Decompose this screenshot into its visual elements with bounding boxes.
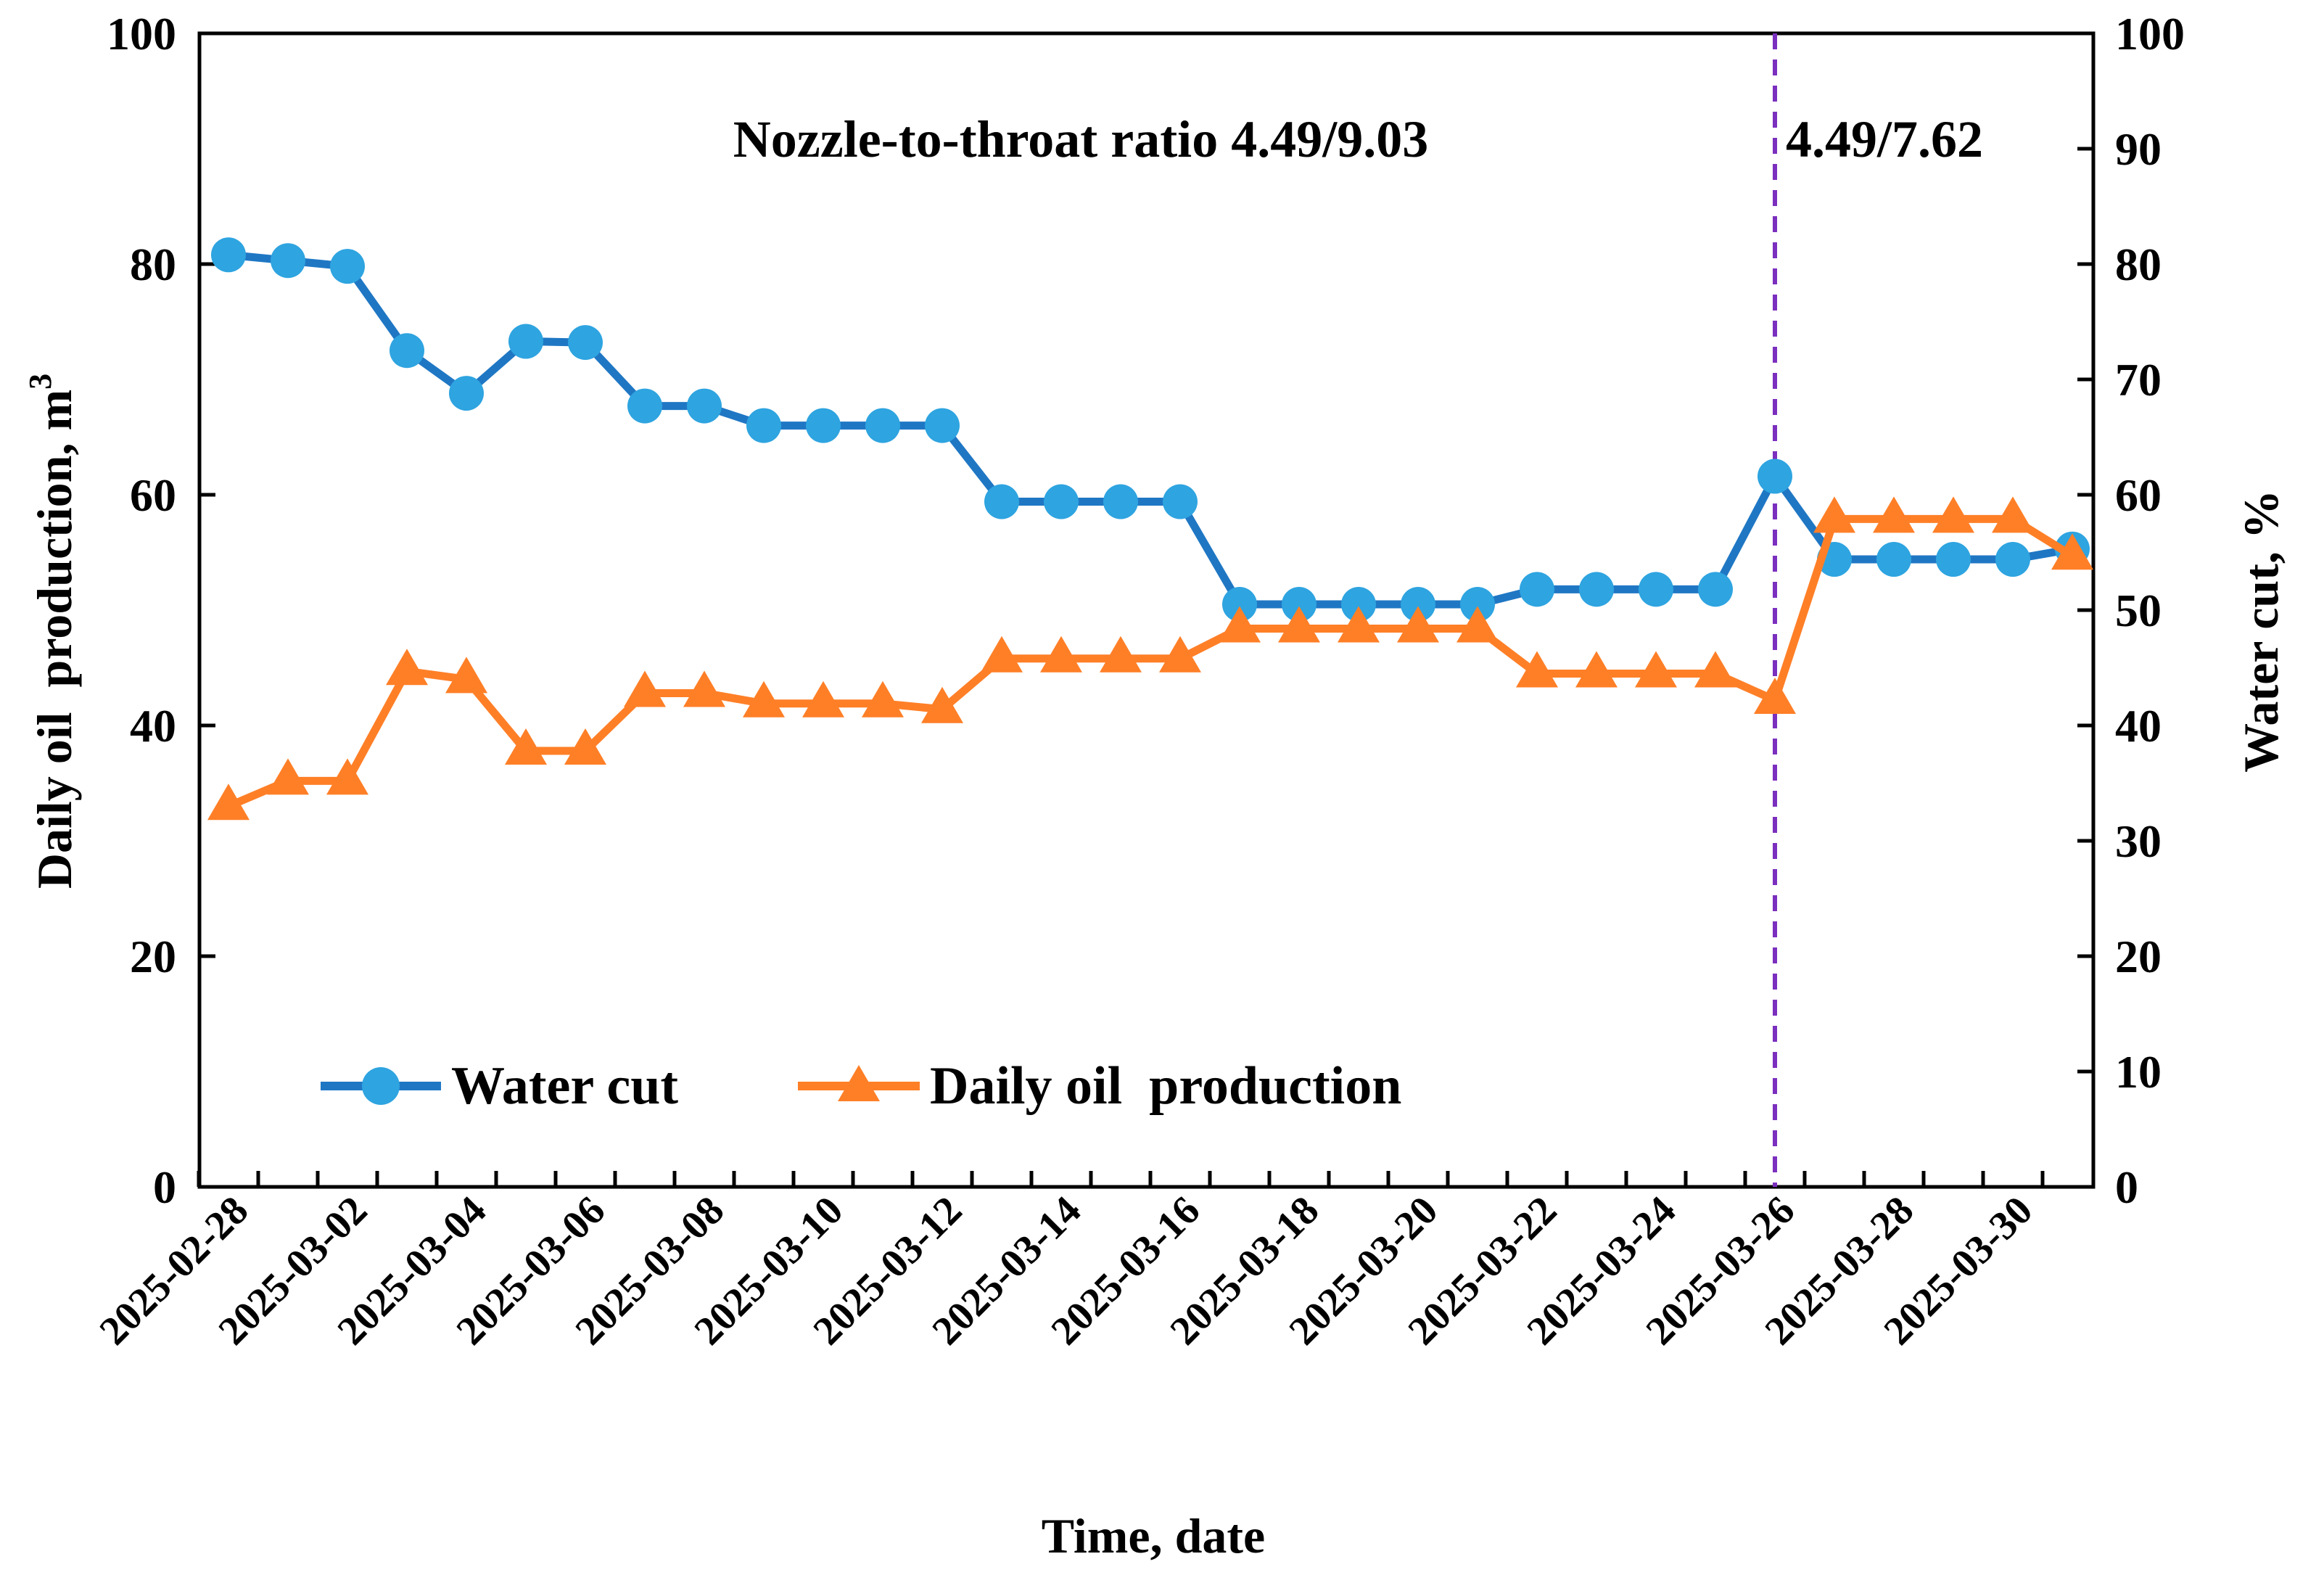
left-axis-title-superscript: 3 bbox=[22, 374, 58, 390]
series-layer bbox=[207, 237, 2093, 821]
water-cut-point bbox=[1579, 572, 1614, 607]
x-axis: 2025-02-282025-03-022025-03-042025-03-06… bbox=[91, 1171, 2045, 1354]
right-tick-label: 100 bbox=[2115, 8, 2185, 59]
left-axis-title-main: Daily oil production, m bbox=[27, 390, 82, 889]
daily-oil-point bbox=[1992, 496, 2034, 533]
legend: Water cut Daily oil production bbox=[321, 1056, 1401, 1116]
daily-oil-point bbox=[1397, 606, 1439, 643]
water-cut-point bbox=[1876, 542, 1911, 577]
right-tick-label: 60 bbox=[2115, 469, 2162, 521]
left-axis-title: Daily oil production, m3 bbox=[22, 374, 82, 889]
daily-oil-point bbox=[2051, 533, 2093, 570]
right-tick-label: 0 bbox=[2115, 1161, 2138, 1213]
water-cut-point bbox=[1222, 587, 1257, 622]
left-tick-label: 40 bbox=[130, 700, 176, 752]
water-cut-point bbox=[1639, 572, 1673, 607]
daily-oil-point bbox=[505, 728, 547, 765]
water-cut-point bbox=[1936, 542, 1971, 577]
daily-oil-point bbox=[564, 728, 606, 765]
legend-water-cut-marker bbox=[362, 1067, 400, 1105]
water-cut-point bbox=[865, 408, 900, 443]
daily-oil-point bbox=[1338, 606, 1380, 643]
annotation-nozzle-ratio: Nozzle-to-throat ratio 4.49/9.03 bbox=[733, 110, 1428, 168]
daily-oil-point bbox=[1040, 636, 1082, 673]
daily-oil-point bbox=[743, 680, 785, 717]
daily-oil-point bbox=[802, 680, 844, 717]
water-cut-point bbox=[449, 376, 484, 411]
daily-oil-point bbox=[1813, 496, 1855, 533]
water-cut-point bbox=[806, 408, 841, 443]
daily-oil-point bbox=[1932, 496, 1974, 533]
daily-oil-point bbox=[207, 784, 250, 821]
legend-water-cut-label: Water cut bbox=[451, 1056, 678, 1116]
water-cut-point bbox=[330, 249, 365, 284]
right-tick-label: 40 bbox=[2115, 700, 2162, 752]
daily-oil-point bbox=[1635, 651, 1677, 688]
water-cut-point bbox=[568, 325, 603, 361]
right-axis: 0 10 20 30 40 50 60 70 80 90 100 bbox=[2077, 8, 2185, 1213]
daily-oil-point bbox=[1456, 606, 1499, 643]
water-cut-point bbox=[746, 408, 781, 443]
water-cut-point bbox=[1995, 542, 2030, 577]
right-tick-label: 20 bbox=[2115, 931, 2162, 982]
daily-oil-point bbox=[1278, 606, 1320, 643]
daily-oil-point bbox=[386, 649, 428, 686]
legend-oil-marker bbox=[838, 1065, 880, 1101]
water-cut-point bbox=[1282, 587, 1316, 622]
water-cut-point bbox=[925, 408, 960, 443]
left-tick-label: 80 bbox=[130, 239, 176, 290]
daily-oil-point bbox=[1694, 651, 1736, 688]
right-tick-label: 30 bbox=[2115, 815, 2162, 867]
right-tick-label: 70 bbox=[2115, 354, 2162, 406]
legend-oil-label: Daily oil production bbox=[930, 1056, 1401, 1116]
right-tick-label: 10 bbox=[2115, 1046, 2162, 1098]
daily-oil-point bbox=[1873, 496, 1915, 533]
daily-oil-point bbox=[1100, 636, 1142, 673]
water-cut-point bbox=[1698, 572, 1733, 607]
water-cut-point bbox=[627, 388, 662, 424]
annotation-new-ratio: 4.49/7.62 bbox=[1786, 110, 1983, 168]
water-cut-point bbox=[1520, 572, 1554, 607]
daily-oil-point bbox=[445, 657, 487, 694]
right-axis-title: Water cut, % bbox=[2233, 490, 2288, 773]
daily-oil-point bbox=[921, 686, 963, 723]
water-cut-point bbox=[1103, 484, 1138, 519]
left-tick-label: 0 bbox=[153, 1161, 176, 1213]
daily-oil-point bbox=[1159, 636, 1201, 673]
water-cut-point bbox=[1401, 587, 1435, 622]
water-cut-point bbox=[984, 484, 1019, 519]
plot-area bbox=[197, 31, 2096, 1189]
daily-oil-point bbox=[1516, 651, 1558, 688]
right-tick-label: 90 bbox=[2115, 123, 2162, 175]
water-cut-point bbox=[1460, 587, 1495, 622]
daily-oil-point bbox=[267, 758, 309, 795]
right-tick-label: 80 bbox=[2115, 239, 2162, 290]
water-cut-point bbox=[211, 237, 246, 273]
left-tick-label: 60 bbox=[130, 469, 176, 521]
x-axis-title: Time, date bbox=[1042, 1508, 1266, 1563]
daily-oil-point bbox=[981, 636, 1023, 673]
daily-oil-point bbox=[624, 670, 666, 707]
left-axis: 0 20 40 60 80 100 bbox=[107, 8, 215, 1213]
left-tick-label: 20 bbox=[130, 931, 176, 982]
water-cut-point bbox=[271, 243, 305, 279]
water-cut-point bbox=[1758, 458, 1792, 494]
water-cut-point bbox=[390, 333, 424, 369]
water-cut-point bbox=[687, 388, 722, 424]
right-tick-label: 50 bbox=[2115, 585, 2162, 636]
water-cut-point bbox=[1341, 587, 1376, 622]
water-cut-point bbox=[508, 324, 543, 359]
daily-oil-point bbox=[1754, 678, 1796, 715]
water-cut-point bbox=[1163, 484, 1198, 519]
left-tick-label: 100 bbox=[107, 8, 176, 59]
daily-oil-point bbox=[862, 680, 904, 717]
daily-oil-point bbox=[1575, 651, 1618, 688]
daily-oil-point bbox=[1219, 606, 1261, 643]
daily-oil-point bbox=[326, 758, 368, 795]
water-cut-point bbox=[1044, 484, 1079, 519]
daily-oil-point bbox=[683, 670, 725, 707]
